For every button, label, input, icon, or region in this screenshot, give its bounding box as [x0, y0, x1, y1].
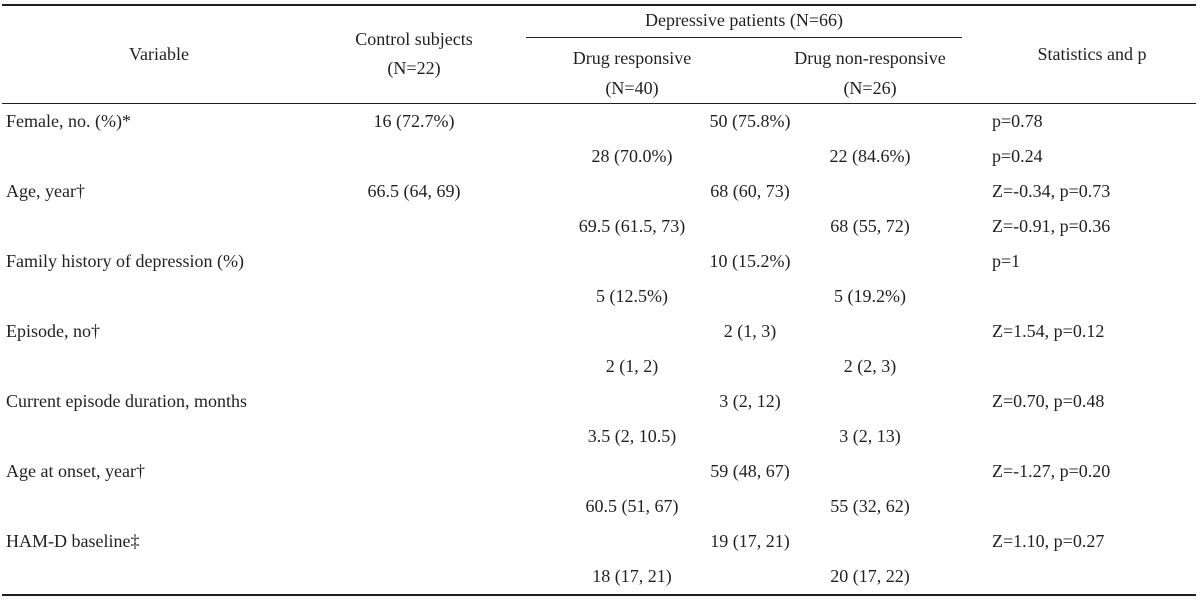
row-nonresponsive: 3 (2, 13)	[839, 425, 901, 446]
row-responsive: 28 (70.0%)	[591, 145, 673, 166]
row-stats: Z=-0.34, p=0.73	[992, 180, 1111, 201]
header-patients: Depressive patients (N=66)	[512, 4, 989, 41]
table-row: 60.5 (51, 67) 55 (32, 62)	[2, 489, 1196, 524]
row-stats-sub	[988, 489, 1196, 524]
table-row: 3.5 (2, 10.5) 3 (2, 13)	[2, 419, 1196, 454]
row-control: 16 (72.7%)	[373, 110, 455, 131]
row-control	[316, 384, 512, 419]
header-responsive: Drug responsive	[572, 47, 692, 68]
row-responsive: 2 (1, 2)	[605, 355, 659, 376]
table-row: Episode, no† 2 (1, 3) Z=1.54, p=0.12	[2, 314, 1196, 349]
row-nonresponsive: 20 (17, 22)	[752, 558, 989, 596]
row-variable: Age at onset, year†	[6, 460, 145, 481]
header-control: Control subjects (N=22)	[316, 4, 512, 104]
row-control	[316, 244, 512, 279]
row-control	[316, 454, 512, 489]
table-row: Current episode duration, months 3 (2, 1…	[2, 384, 1196, 419]
row-stats-sub: Z=-0.91, p=0.36	[992, 215, 1111, 236]
row-variable: Female, no. (%)*	[6, 110, 131, 131]
row-variable: Current episode duration, months	[6, 390, 247, 411]
row-stats: Z=0.70, p=0.48	[992, 390, 1105, 411]
table-row: Age, year† 66.5 (64, 69) 68 (60, 73) Z=-…	[2, 174, 1196, 209]
row-patients-total: 10 (15.2%)	[709, 250, 791, 271]
row-patients-total: 68 (60, 73)	[710, 180, 790, 201]
row-stats: Z=-1.27, p=0.20	[992, 460, 1111, 481]
table-row: 28 (70.0%) 22 (84.6%) p=0.24	[2, 139, 1196, 174]
row-responsive: 69.5 (61.5, 73)	[578, 215, 686, 236]
header-control-label: Control subjects	[355, 29, 473, 50]
table-body: Female, no. (%)* 16 (72.7%) 50 (75.8%) p…	[2, 103, 1197, 596]
row-control	[316, 314, 512, 349]
row-stats: p=0.78	[992, 110, 1043, 131]
row-patients-total: 3 (2, 12)	[719, 390, 781, 411]
header-nonresponsive-n: (N=26)	[752, 75, 989, 104]
table-row: Female, no. (%)* 16 (72.7%) 50 (75.8%) p…	[2, 103, 1196, 139]
header-stats: Statistics and p	[988, 4, 1197, 104]
table-header: Variable Control subjects (N=22) Depress…	[2, 4, 1197, 104]
row-control: 66.5 (64, 69)	[367, 180, 461, 201]
row-nonresponsive: 5 (19.2%)	[834, 285, 906, 306]
table-row: Age at onset, year† 59 (48, 67) Z=-1.27,…	[2, 454, 1196, 489]
row-patients-total: 19 (17, 21)	[710, 530, 790, 551]
row-responsive: 60.5 (51, 67)	[585, 495, 679, 516]
table-row: 5 (12.5%) 5 (19.2%)	[2, 279, 1196, 314]
row-responsive: 18 (17, 21)	[512, 558, 752, 596]
row-nonresponsive: 22 (84.6%)	[829, 145, 911, 166]
row-responsive: 5 (12.5%)	[596, 285, 668, 306]
row-stats-sub	[988, 349, 1196, 384]
row-stats: Z=1.10, p=0.27	[992, 530, 1105, 551]
row-responsive: 3.5 (2, 10.5)	[587, 425, 677, 446]
row-nonresponsive: 2 (2, 3)	[843, 355, 897, 376]
table-row: 69.5 (61.5, 73) 68 (55, 72) Z=-0.91, p=0…	[2, 209, 1196, 244]
row-patients-total: 59 (48, 67)	[710, 460, 790, 481]
header-variable: Variable	[2, 4, 316, 104]
row-patients-total: 2 (1, 3)	[723, 320, 777, 341]
header-control-n: (N=22)	[387, 58, 441, 79]
row-variable: HAM-D baseline‡	[6, 530, 140, 551]
table-row: 2 (1, 2) 2 (2, 3)	[2, 349, 1196, 384]
row-stats-sub: p=0.24	[992, 145, 1043, 166]
row-stats-sub	[988, 558, 1197, 596]
header-responsive-n: (N=40)	[512, 75, 752, 104]
row-variable: Age, year†	[6, 180, 85, 201]
row-nonresponsive: 68 (55, 72)	[830, 215, 910, 236]
row-variable: Episode, no†	[6, 320, 100, 341]
header-patients-label: Depressive patients (N=66)	[526, 10, 963, 38]
table-row: HAM-D baseline‡ 19 (17, 21) Z=1.10, p=0.…	[2, 524, 1196, 559]
header-nonresponsive: Drug non-responsive	[794, 47, 946, 68]
row-stats: p=1	[992, 250, 1021, 271]
row-control	[316, 524, 512, 559]
table-row: Family history of depression (%) 10 (15.…	[2, 244, 1196, 279]
row-nonresponsive: 55 (32, 62)	[830, 495, 910, 516]
row-stats: Z=1.54, p=0.12	[992, 320, 1105, 341]
clinical-characteristics-table: Variable Control subjects (N=22) Depress…	[2, 4, 1197, 596]
row-stats-sub	[988, 279, 1196, 314]
table-row: 18 (17, 21) 20 (17, 22)	[2, 558, 1197, 596]
row-patients-total: 50 (75.8%)	[709, 110, 791, 131]
row-stats-sub	[988, 419, 1196, 454]
row-variable: Family history of depression (%)	[6, 250, 244, 271]
